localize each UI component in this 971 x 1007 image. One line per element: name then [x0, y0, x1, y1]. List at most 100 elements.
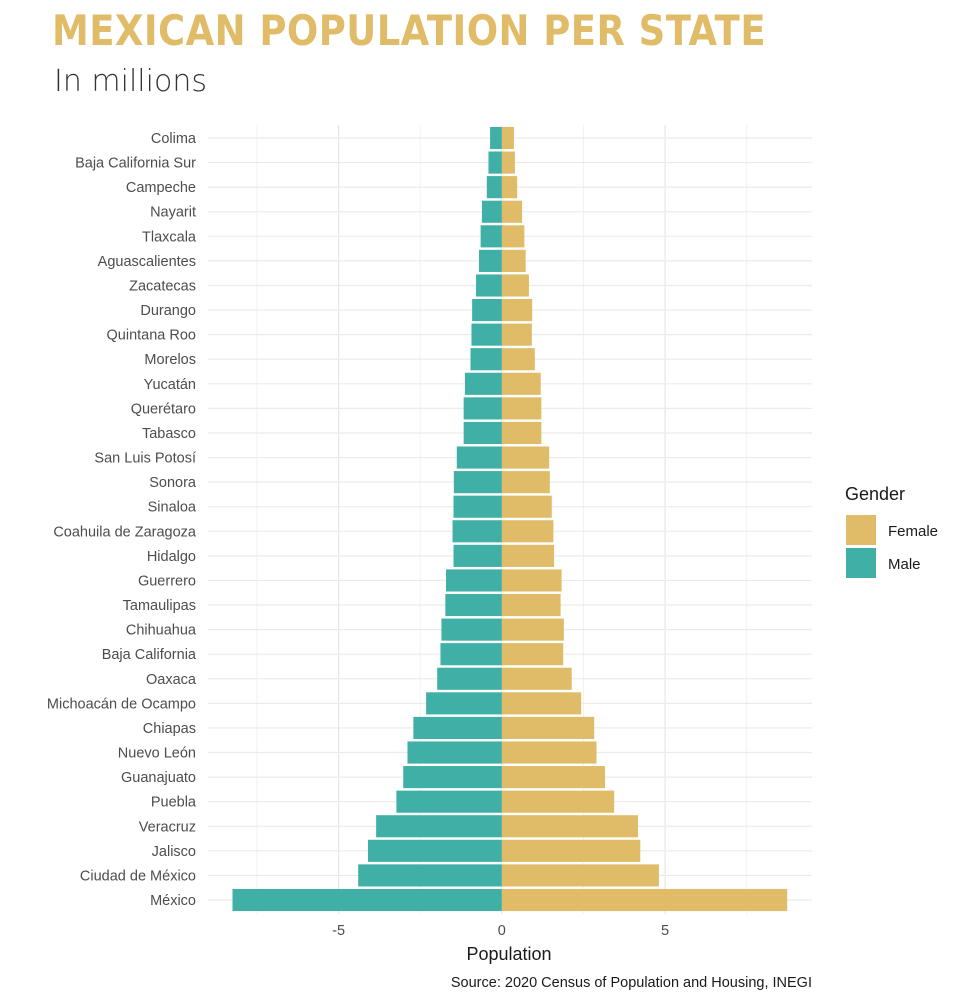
bar-male [472, 299, 502, 322]
bar-male [470, 348, 502, 371]
category-label: Sinaloa [148, 500, 197, 516]
bar-female [501, 421, 542, 445]
legend: Gender Female Male [845, 484, 938, 578]
category-label: Coahuila de Zaragoza [53, 524, 197, 540]
bar-female [501, 618, 564, 641]
bar-female [501, 151, 515, 174]
bar-male [481, 200, 502, 223]
bar-female [501, 544, 555, 567]
legend-title: Gender [845, 484, 905, 504]
category-label: Baja California Sur [75, 156, 196, 172]
bar-female [501, 323, 532, 346]
bar-male [426, 692, 502, 715]
bar-female [501, 126, 514, 150]
bar-female [501, 520, 554, 543]
bar-male [413, 716, 502, 739]
bar-male [440, 643, 502, 666]
category-label: Colima [151, 131, 197, 147]
category-labels: Colima Baja California Sur Campeche Nayarit… [47, 131, 197, 909]
x-tick-label: 5 [661, 923, 669, 939]
bar-male [452, 520, 502, 543]
bar-female [501, 348, 535, 371]
bar-male [490, 126, 502, 150]
bar-female [501, 397, 542, 420]
chart-subtitle: In millions [54, 64, 207, 99]
bar-male [358, 864, 502, 887]
category-label: Guanajuato [121, 770, 196, 786]
category-label: Chiapas [143, 721, 196, 737]
bar-male [232, 888, 502, 912]
bar-male [437, 667, 502, 690]
bar-male [441, 618, 502, 641]
category-label: Sonora [149, 475, 197, 491]
x-tick-labels: -5 0 5 [332, 923, 669, 939]
category-label: Chihuahua [126, 623, 197, 639]
x-tick-label: 0 [498, 923, 506, 939]
category-label: Veracruz [139, 819, 196, 835]
category-label: Yucatán [144, 377, 196, 393]
chart-title: MEXICAN POPULATION PER STATE [52, 6, 767, 55]
category-label: México [150, 893, 196, 909]
category-label: Hidalgo [147, 549, 196, 565]
bar-male [407, 741, 502, 764]
bar-male [445, 593, 502, 617]
legend-swatch-female [846, 515, 876, 545]
bar-female [501, 274, 529, 297]
category-label: Nuevo León [118, 746, 196, 762]
category-label: Quintana Roo [107, 328, 196, 344]
bar-female [501, 446, 550, 469]
bar-male [471, 323, 502, 346]
bar-female [501, 593, 561, 617]
bar-male [446, 569, 502, 592]
source-note: Source: 2020 Census of Population and Ho… [451, 975, 812, 991]
bar-female [501, 225, 525, 248]
bar-male [463, 397, 502, 420]
bar-male [403, 766, 502, 789]
legend-label-male: Male [888, 556, 921, 573]
bar-male [486, 176, 502, 199]
bar-female [501, 766, 606, 789]
bar-male [367, 839, 502, 862]
bar-female [501, 815, 638, 838]
bar-male [453, 495, 502, 518]
bar-female [501, 249, 526, 272]
bar-female [501, 299, 533, 322]
bar-male [488, 151, 502, 174]
bar-male [463, 421, 502, 445]
category-label: Tamaulipas [123, 598, 196, 614]
category-label: Zacatecas [129, 278, 196, 294]
bar-male [453, 471, 502, 494]
bar-male [376, 815, 502, 838]
category-label: Baja California [102, 647, 197, 663]
category-label: San Luis Potosí [94, 451, 196, 467]
bar-female [501, 471, 550, 494]
bar-female [501, 176, 518, 199]
bar-female [501, 888, 788, 912]
bar-female [501, 569, 562, 592]
legend-swatch-male [846, 548, 876, 578]
x-tick-label: -5 [332, 923, 345, 939]
bar-female [501, 692, 582, 715]
bar-male [396, 790, 502, 813]
bar-female [501, 372, 541, 395]
category-label: Michoacán de Ocampo [47, 696, 196, 712]
category-label: Ciudad de México [80, 868, 196, 884]
bar-female [501, 741, 597, 764]
bar-male [478, 249, 502, 272]
category-label: Durango [140, 303, 196, 319]
legend-label-female: Female [888, 523, 938, 540]
x-axis-title: Population [466, 944, 551, 964]
bar-male [453, 544, 502, 567]
bar-female [501, 864, 659, 887]
bar-female [501, 200, 523, 223]
category-label: Aguascalientes [98, 254, 196, 270]
category-label: Oaxaca [146, 672, 197, 688]
bar-male [456, 446, 502, 469]
bar-male [480, 225, 502, 248]
category-label: Morelos [144, 352, 196, 368]
bar-female [501, 839, 641, 862]
bar-female [501, 716, 595, 739]
bar-female [501, 667, 572, 690]
bar-male [464, 372, 502, 395]
